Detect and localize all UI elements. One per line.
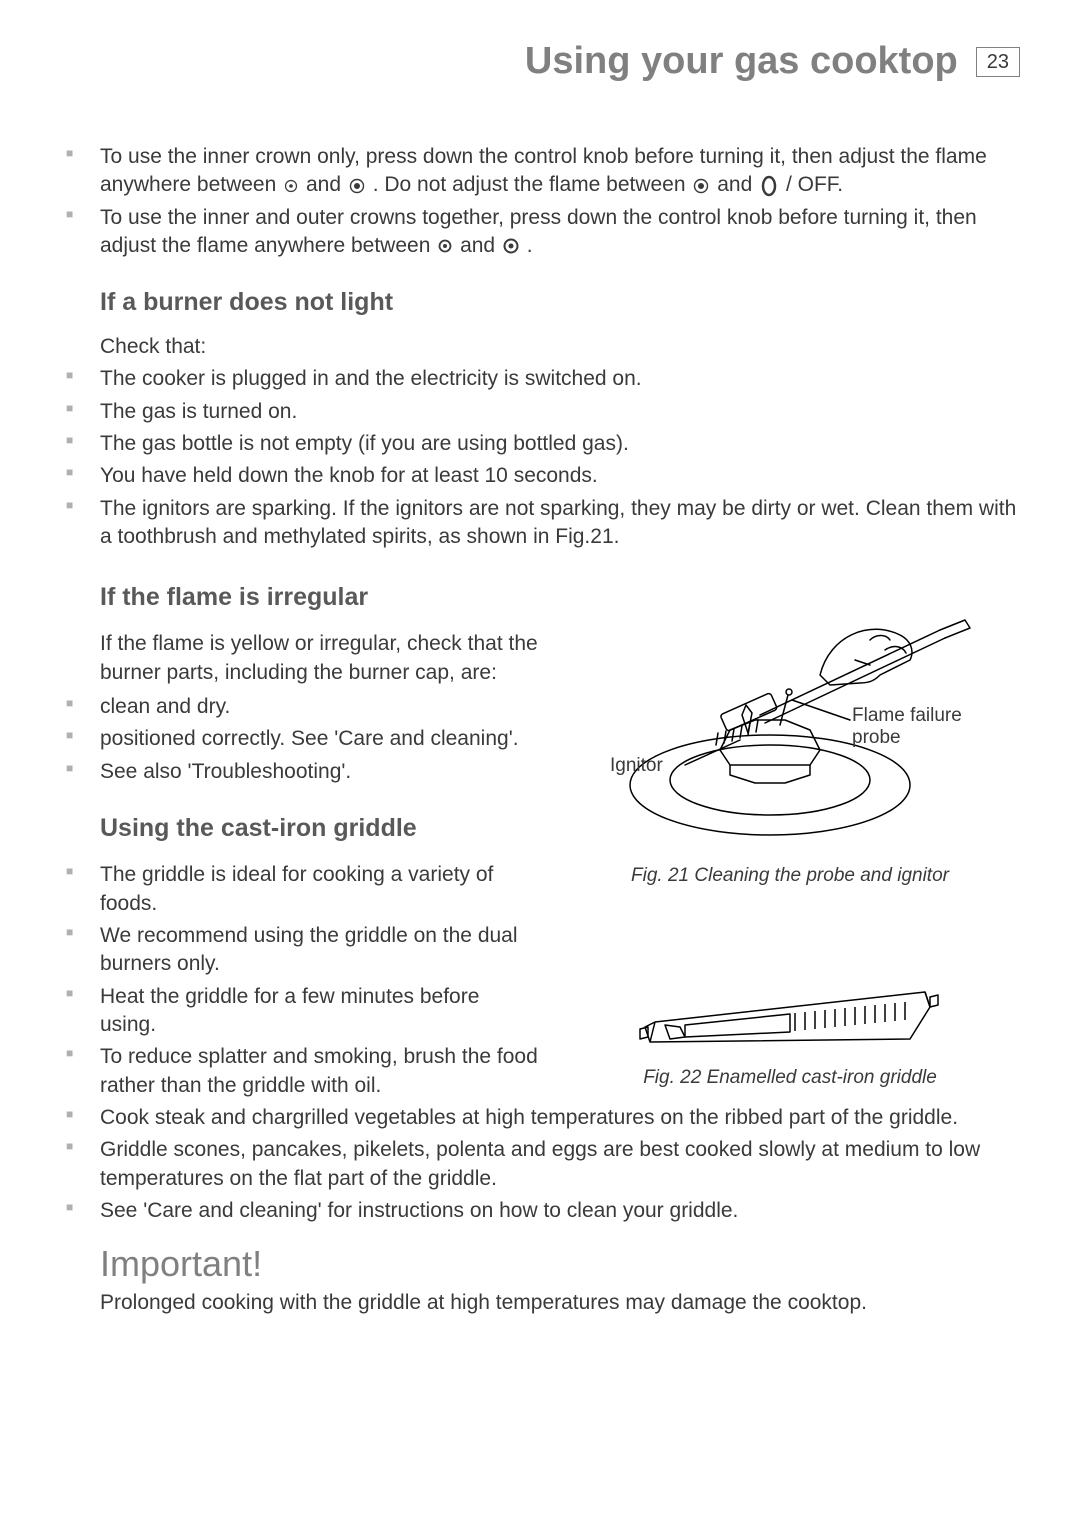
no-light-intro: Check that:	[60, 335, 1020, 359]
fig22-caption: Fig. 22 Enamelled cast-iron griddle	[643, 1067, 937, 1089]
off-icon	[760, 174, 778, 198]
page-number: 23	[976, 47, 1020, 77]
list-item: Heat the griddle for a few minutes befor…	[60, 983, 540, 1040]
figure-21: Ignitor Flame failure probe	[570, 565, 1010, 855]
important-heading: Important!	[60, 1243, 1020, 1285]
small-flame-high-icon	[693, 178, 709, 194]
griddle-list-a: The griddle is ideal for cooking a varie…	[60, 861, 540, 1100]
page-title: Using your gas cooktop	[525, 40, 958, 83]
intro-list: To use the inner crown only, press down …	[60, 143, 1020, 260]
griddle-list-b: Cook steak and chargrilled vegetables at…	[60, 1104, 1020, 1225]
list-item: See also 'Troubleshooting'.	[60, 758, 540, 786]
small-flame-low-icon	[284, 179, 298, 193]
text: and	[717, 173, 758, 196]
list-item: We recommend using the griddle on the du…	[60, 922, 540, 979]
heading-griddle: Using the cast-iron griddle	[60, 814, 540, 843]
list-item: The ignitors are sparking. If the ignito…	[60, 495, 1020, 552]
fig21-label-ignitor: Ignitor	[610, 755, 663, 777]
figure-22-svg	[630, 947, 950, 1057]
text: and	[306, 173, 347, 196]
figure-22	[630, 947, 950, 1057]
heading-irregular: If the flame is irregular	[60, 583, 540, 612]
list-item: clean and dry.	[60, 693, 540, 721]
heading-no-light: If a burner does not light	[60, 288, 1020, 317]
text: . Do not adjust the flame between	[373, 173, 692, 196]
small-flame-high-icon	[349, 178, 365, 194]
list-item: The griddle is ideal for cooking a varie…	[60, 861, 540, 918]
important-body: Prolonged cooking with the griddle at hi…	[60, 1291, 1020, 1315]
list-item: To use the inner crown only, press down …	[60, 143, 1020, 200]
irregular-intro: If the flame is yellow or irregular, che…	[60, 630, 540, 687]
list-item: Cook steak and chargrilled vegetables at…	[60, 1104, 1020, 1132]
fig21-caption: Fig. 21 Cleaning the probe and ignitor	[631, 865, 949, 887]
list-item: The gas bottle is not empty (if you are …	[60, 430, 1020, 458]
fig21-label-probe: Flame failure probe	[852, 705, 1010, 749]
list-item: To reduce splatter and smoking, brush th…	[60, 1043, 540, 1100]
irregular-list: clean and dry. positioned correctly. See…	[60, 693, 540, 786]
list-item: The gas is turned on.	[60, 398, 1020, 426]
text: / OFF.	[786, 173, 843, 196]
list-item: The cooker is plugged in and the electri…	[60, 365, 1020, 393]
page-header: Using your gas cooktop 23	[60, 40, 1020, 83]
no-light-list: The cooker is plugged in and the electri…	[60, 365, 1020, 551]
list-item: You have held down the knob for at least…	[60, 462, 1020, 490]
list-item: To use the inner and outer crowns togeth…	[60, 204, 1020, 261]
list-item: Griddle scones, pancakes, pikelets, pole…	[60, 1136, 1020, 1193]
text: To use the inner and outer crowns togeth…	[100, 206, 977, 257]
text: .	[527, 234, 533, 257]
text: and	[460, 234, 501, 257]
dual-flame-high-icon	[503, 238, 519, 254]
list-item: positioned correctly. See 'Care and clea…	[60, 725, 540, 753]
dual-flame-low-icon	[438, 239, 452, 253]
list-item: See 'Care and cleaning' for instructions…	[60, 1197, 1020, 1225]
